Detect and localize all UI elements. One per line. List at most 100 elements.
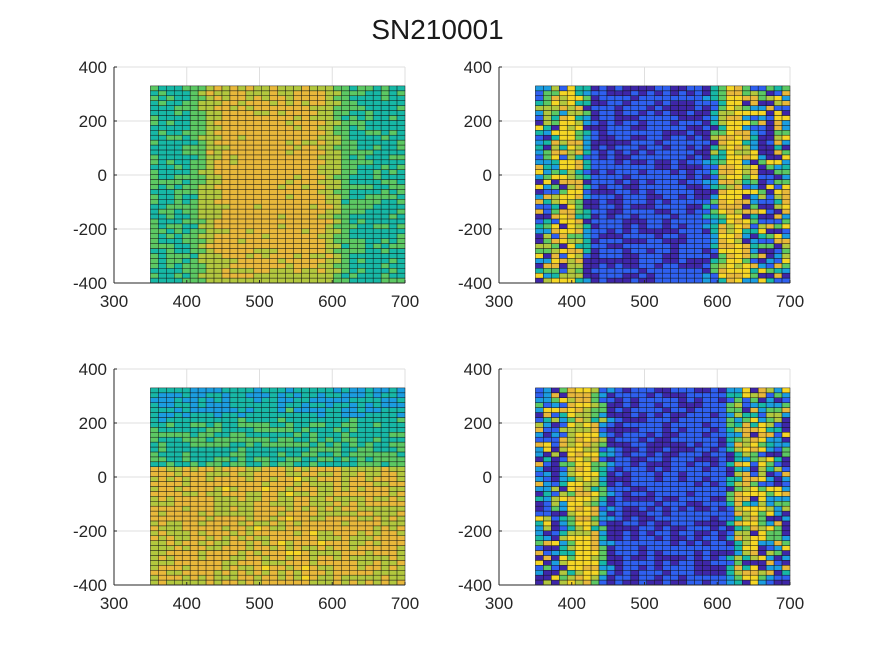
heatmap-cell (662, 130, 671, 136)
heatmap-cell (237, 515, 247, 522)
heatmap-cell (341, 159, 350, 165)
heatmap-cell (372, 144, 382, 151)
heatmap-cell (341, 149, 350, 156)
heatmap-cell (638, 422, 648, 428)
heatmap-cell (702, 144, 711, 151)
heatmap-cell (229, 505, 239, 512)
heatmap-cell (174, 223, 183, 230)
heatmap-cell (718, 159, 727, 165)
heatmap-cell (749, 501, 759, 507)
heatmap-cell (341, 387, 350, 394)
heatmap-cell (646, 120, 655, 126)
x-tick-label: 400 (173, 594, 201, 613)
heatmap-cell (213, 501, 223, 507)
heatmap-cell (694, 277, 703, 284)
heatmap-cell (662, 441, 671, 448)
heatmap-cell (582, 432, 592, 438)
heatmap-cell (574, 184, 584, 190)
heatmap-cell (388, 496, 398, 502)
heatmap-cell (150, 208, 159, 215)
heatmap-cell (349, 417, 358, 423)
heatmap-cell (734, 125, 743, 131)
heatmap-cell (372, 179, 382, 185)
heatmap-cell (686, 203, 695, 210)
heatmap-cell (349, 120, 358, 126)
heatmap-cell (197, 501, 207, 507)
heatmap-cell (277, 149, 286, 156)
heatmap-cell (543, 277, 552, 284)
heatmap-cell (333, 491, 342, 497)
heatmap-cell (551, 446, 560, 453)
heatmap-cell (662, 110, 671, 116)
heatmap-cell (166, 451, 175, 458)
heatmap-cell (535, 451, 544, 458)
heatmap-cell (543, 154, 552, 161)
y-tick-label: 400 (79, 360, 107, 379)
heatmap-cell (213, 515, 223, 522)
heatmap-cell (349, 505, 358, 512)
heatmap-cell (757, 248, 767, 254)
heatmap-cell (654, 243, 663, 249)
heatmap-cell (551, 501, 560, 507)
heatmap-cell (765, 451, 775, 458)
heatmap-cell (325, 179, 334, 185)
heatmap-cell (174, 233, 183, 239)
heatmap-cell (253, 530, 263, 536)
heatmap-cell (285, 486, 294, 492)
heatmap-cell (261, 574, 270, 581)
heatmap-cell (189, 496, 199, 502)
heatmap-cell (166, 569, 175, 576)
heatmap-cell (765, 194, 775, 200)
heatmap-cell (749, 456, 759, 463)
heatmap-cell (197, 125, 207, 131)
heatmap-cell (325, 466, 334, 472)
heatmap-cell (598, 565, 608, 571)
heatmap-cell (166, 446, 175, 453)
heatmap-cell (380, 555, 390, 561)
heatmap-cell (181, 134, 191, 141)
heatmap-cell (662, 579, 671, 586)
heatmap-cell (622, 432, 632, 438)
heatmap-cell (261, 90, 270, 96)
heatmap-cell (781, 90, 791, 96)
heatmap-cell (757, 238, 767, 244)
heatmap-cell (543, 228, 552, 234)
heatmap-cell (174, 179, 183, 185)
heatmap-cell (174, 555, 183, 561)
heatmap-cell (317, 253, 326, 259)
heatmap-cell (566, 466, 576, 472)
heatmap-cell (702, 436, 711, 443)
heatmap-cell (646, 579, 655, 586)
heatmap-cell (702, 199, 711, 205)
heatmap-cell (582, 110, 592, 116)
heatmap-cell (372, 441, 382, 448)
heatmap-cell (559, 90, 568, 96)
heatmap-cell (765, 491, 775, 497)
heatmap-cell (357, 407, 366, 413)
heatmap-cell (686, 134, 695, 141)
heatmap-cell (765, 164, 775, 170)
heatmap-cell (566, 164, 576, 170)
heatmap-cell (285, 525, 294, 532)
heatmap-cell (357, 139, 366, 146)
heatmap-cell (221, 432, 231, 438)
heatmap-cell (614, 85, 624, 92)
heatmap-cell (396, 446, 406, 453)
heatmap-cell (221, 267, 231, 274)
heatmap-cell (662, 263, 671, 269)
heatmap-cell (325, 85, 334, 92)
heatmap-cell (158, 223, 167, 230)
heatmap-cell (646, 115, 655, 121)
heatmap-cell (559, 105, 568, 111)
heatmap-cell (325, 565, 334, 571)
heatmap-cell (357, 402, 366, 408)
heatmap-cell (614, 164, 624, 170)
heatmap-cell (638, 194, 648, 200)
heatmap-cell (166, 139, 175, 146)
heatmap-cell (309, 194, 318, 200)
heatmap-cell (285, 471, 294, 477)
heatmap-cell (174, 203, 183, 210)
heatmap-cell (718, 550, 727, 556)
heatmap-cell (237, 505, 247, 512)
heatmap-cell (269, 555, 278, 561)
